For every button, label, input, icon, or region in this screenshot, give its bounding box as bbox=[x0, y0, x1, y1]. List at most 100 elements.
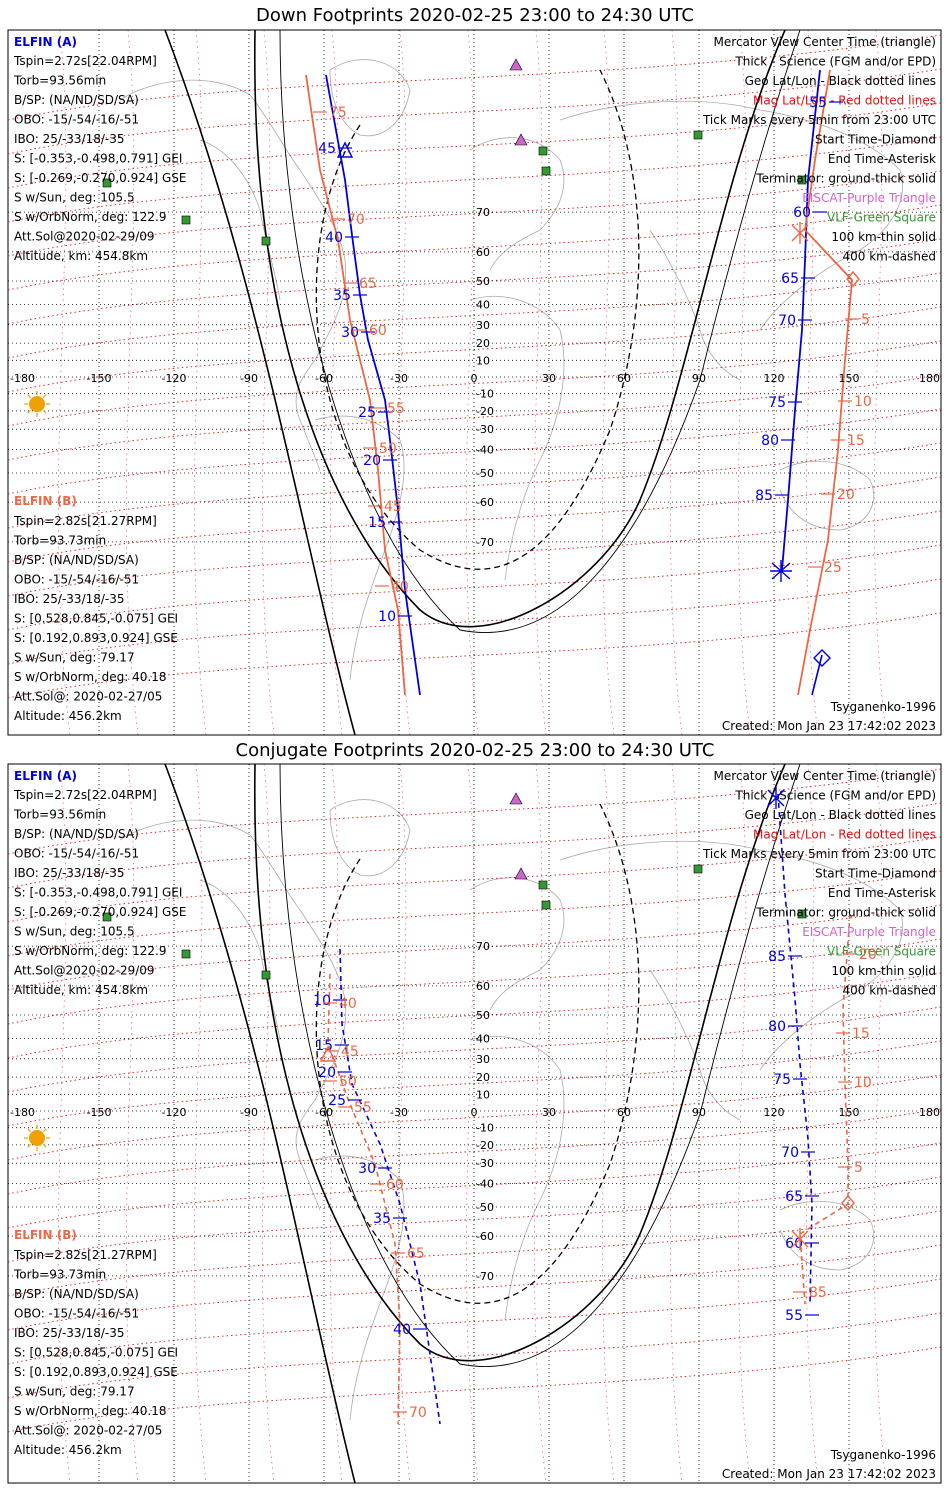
sun-icon bbox=[29, 396, 45, 412]
elfin-b-info-line: S: [0.528,0.845,-0.075] GEI bbox=[14, 1346, 178, 1360]
vlf-square-icon bbox=[693, 864, 703, 874]
lat-tick-label: 50 bbox=[476, 275, 490, 288]
lon-tick-label: 180 bbox=[919, 372, 940, 385]
elfin-b-info-line: S w/Sun, deg: 79.17 bbox=[14, 651, 135, 665]
elfin-a-info-line: S: [-0.269,-0.270,0.924] GSE bbox=[14, 171, 187, 185]
conjugate-footprints-panel: Conjugate Footprints 2020-02-25 23:00 to… bbox=[0, 740, 950, 1500]
elfin-b-tick-label: 70 bbox=[409, 1405, 427, 1421]
mag-lon-line bbox=[466, 764, 479, 1483]
lon-tick-label: -30 bbox=[390, 372, 408, 385]
elfin-a-info-line: OBO: -15/-54/-16/-51 bbox=[14, 847, 139, 861]
legend-entry: 100 km-thin solid bbox=[831, 230, 936, 244]
elfin-a-info-line: IBO: 25/-33/18/-35 bbox=[14, 866, 125, 880]
lat-tick-label: -70 bbox=[476, 1270, 494, 1283]
elfin-a-tick-label: 15 bbox=[368, 515, 386, 531]
legend-entry: Thick - Science (FGM and/or EPD) bbox=[734, 789, 936, 803]
elfin-b-tick-label: 85 bbox=[809, 1285, 827, 1301]
sun-ray bbox=[42, 1128, 47, 1133]
lon-tick-label: 0 bbox=[471, 1106, 478, 1119]
vlf-square-icon bbox=[102, 912, 112, 922]
mag-lat-line bbox=[8, 238, 941, 325]
lat-tick-label: 30 bbox=[476, 1053, 490, 1066]
terminator-400km bbox=[315, 803, 640, 1304]
mag-lat-line bbox=[8, 102, 941, 189]
elfin-b-info-line: S w/OrbNorm, deg: 40.18 bbox=[14, 1404, 166, 1418]
elfin-a-info-line: B/SP: (NA/ND/SD/SA) bbox=[14, 827, 139, 841]
elfin-b-info-line: Att.Sol@: 2020-02-27/05 bbox=[14, 690, 162, 704]
elfin-b-tick-label: 25 bbox=[824, 560, 842, 576]
mag-lon-line bbox=[398, 764, 411, 1483]
legend-entry: EISCAT-Purple Triangle bbox=[802, 925, 936, 939]
start-time-diamond-icon bbox=[813, 649, 831, 667]
elfin-a-tick-label: 55 bbox=[809, 95, 827, 111]
mag-lat-line bbox=[8, 1346, 941, 1433]
elfin-a-info-line: S w/OrbNorm, deg: 122.9 bbox=[14, 944, 166, 958]
lon-tick-label: -60 bbox=[315, 1106, 333, 1119]
mag-lat-line bbox=[8, 1244, 941, 1331]
elfin-b-tick-label: 55 bbox=[354, 1100, 372, 1116]
mag-lon-line bbox=[330, 30, 343, 735]
elfin-b-tick-label: 60 bbox=[369, 323, 387, 339]
legend-entry: Terminator: ground-thick solid bbox=[755, 172, 936, 186]
terminator-100km bbox=[279, 30, 801, 633]
elfin-a-tick-label: 10 bbox=[313, 993, 331, 1009]
lat-tick-label: -60 bbox=[476, 496, 494, 509]
legend-entry: End Time-Asterisk bbox=[828, 152, 936, 166]
mag-lat-line bbox=[8, 578, 941, 665]
elfin-b-tick-label: 65 bbox=[407, 1246, 425, 1262]
elfin-b-tick-label: 45 bbox=[341, 1044, 359, 1060]
mag-lon-line bbox=[534, 764, 547, 1483]
vlf-square-icon bbox=[181, 949, 191, 959]
vlf-square-icon bbox=[541, 166, 551, 176]
mag-lon-line bbox=[806, 764, 819, 1483]
mag-lat-line bbox=[8, 374, 941, 461]
eiscat-triangle-icon bbox=[509, 792, 523, 805]
elfin-a-tick-label: 10 bbox=[378, 609, 396, 625]
elfin-b-info-line: OBO: -15/-54/-16/-51 bbox=[14, 1307, 139, 1321]
terminator-ground bbox=[164, 30, 356, 735]
mag-lat-line bbox=[8, 802, 941, 889]
mag-lat-line bbox=[8, 836, 941, 923]
mag-lat-line bbox=[8, 544, 941, 631]
mag-lon-line bbox=[670, 30, 683, 735]
elfin-b-tick-label: 20 bbox=[859, 947, 877, 963]
elfin-b-tick-label: 45 bbox=[384, 499, 402, 515]
elfin-a-info-line: Torb=93.56min bbox=[13, 74, 106, 88]
elfin-b-info-line: B/SP: (NA/ND/SD/SA) bbox=[14, 553, 139, 567]
mag-lon-line bbox=[58, 30, 71, 735]
elfin-a-tick-label: 25 bbox=[328, 1093, 346, 1109]
elfin-b-tick-label: 70 bbox=[347, 212, 365, 228]
mag-lon-line bbox=[874, 764, 887, 1483]
elfin-a-tick-label: 15 bbox=[315, 1038, 333, 1054]
elfin-a-tick-label: 25 bbox=[358, 405, 376, 421]
elfin-a-info-line: S w/Sun, deg: 105.5 bbox=[14, 191, 135, 205]
mag-lat-line bbox=[8, 170, 941, 257]
elfin-a-info-line: Att.Sol@2020-02-29/09 bbox=[14, 230, 155, 244]
legend-entry: End Time-Asterisk bbox=[828, 886, 936, 900]
legend-entry: VLF-Green Square bbox=[827, 211, 936, 225]
coastline bbox=[559, 100, 903, 331]
model-label: Tsyganenko-1996 bbox=[830, 1448, 936, 1462]
end-time-asterisk-icon bbox=[767, 787, 785, 809]
legend-entry: EISCAT-Purple Triangle bbox=[802, 191, 936, 205]
legend-entry: Mag Lat/Lon - Red dotted lines bbox=[753, 94, 936, 108]
mag-lon-line bbox=[874, 30, 887, 735]
lat-tick-label: 20 bbox=[476, 337, 490, 350]
elfin-a-track bbox=[777, 793, 813, 1305]
mag-lat-line bbox=[8, 1006, 941, 1093]
elfin-a-info-line: Att.Sol@2020-02-29/09 bbox=[14, 964, 155, 978]
sun-ray bbox=[27, 409, 32, 414]
legend-entry: VLF-Green Square bbox=[827, 945, 936, 959]
elfin-a-track bbox=[781, 69, 821, 571]
sun-ray bbox=[42, 394, 47, 399]
sun-ray bbox=[27, 1143, 32, 1148]
lat-tick-label: 70 bbox=[476, 940, 490, 953]
lon-tick-label: 180 bbox=[919, 1106, 940, 1119]
elfin-a-tick-label: 65 bbox=[785, 1189, 803, 1205]
lat-tick-label: -40 bbox=[476, 443, 494, 456]
eiscat-triangle-icon bbox=[514, 867, 528, 880]
lat-tick-label: -20 bbox=[476, 1139, 494, 1152]
lat-tick-label: -70 bbox=[476, 536, 494, 549]
legend-entry: 400 km-dashed bbox=[842, 250, 936, 264]
mag-lat-line bbox=[8, 1108, 941, 1195]
